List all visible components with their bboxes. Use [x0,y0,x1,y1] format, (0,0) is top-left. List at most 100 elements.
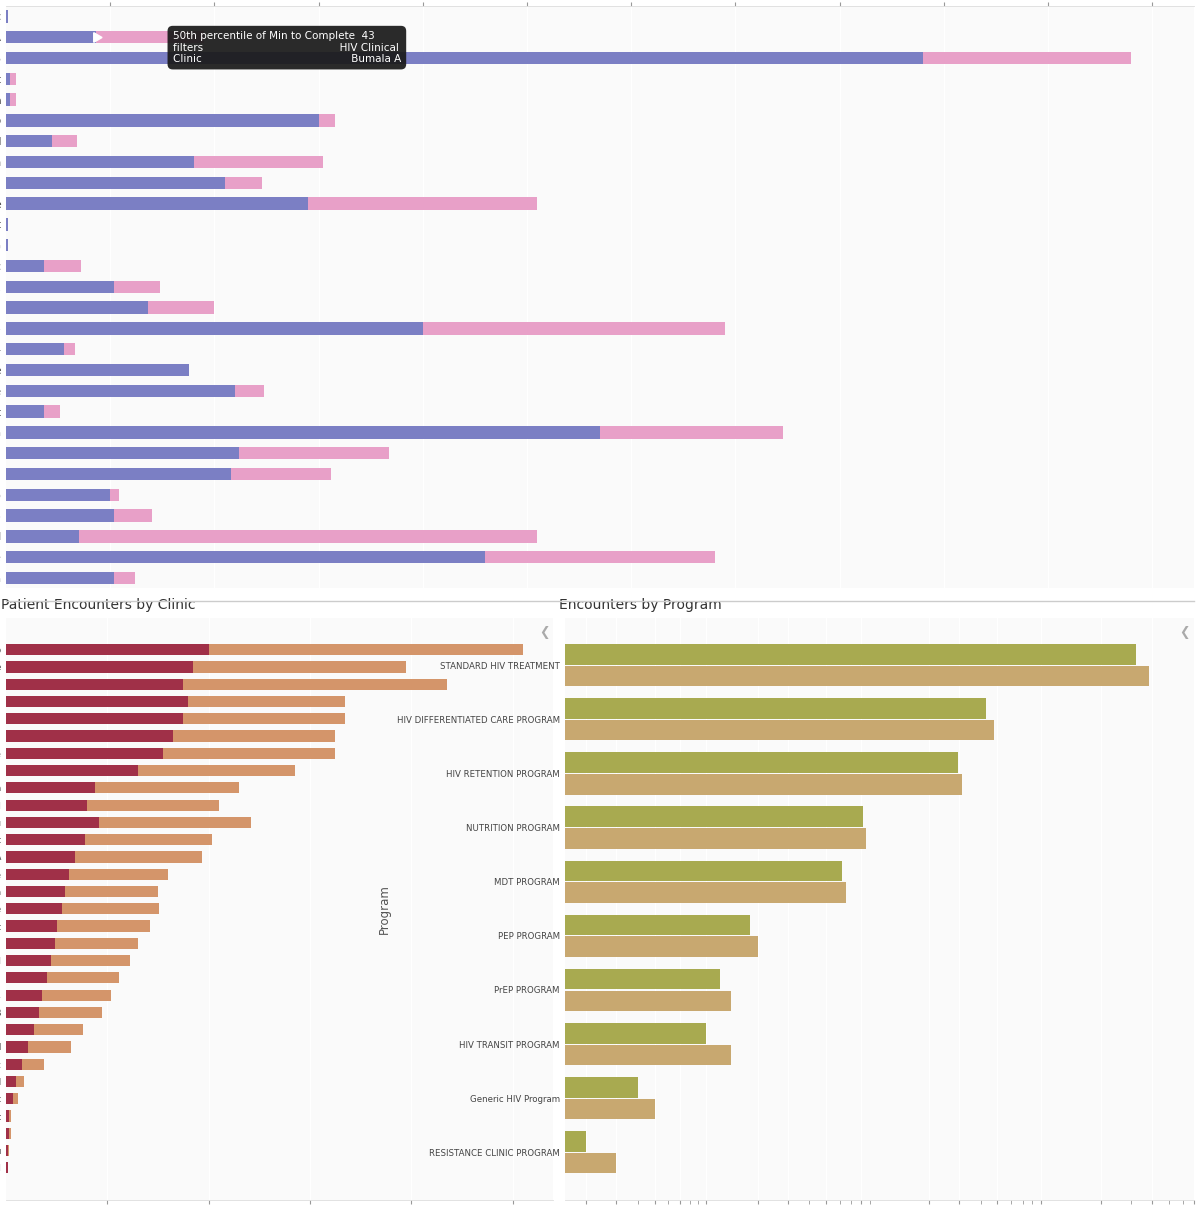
Bar [6,1024,35,1035]
Bar [6,886,65,897]
Bar [6,531,79,543]
Bar [6,851,74,862]
Bar [6,696,188,707]
Bar [0,720,995,740]
Bar [0,968,720,989]
Bar [6,731,173,742]
Bar [422,322,725,335]
Bar [6,135,52,147]
Bar [6,405,43,417]
Bar [6,679,184,690]
Bar [42,990,112,1001]
Bar [74,851,202,862]
Bar [6,239,8,252]
Bar [65,343,74,356]
Bar [0,774,962,795]
Bar [6,115,319,127]
Bar [0,883,846,903]
Bar [6,572,114,584]
Bar [0,753,958,773]
Bar [40,1007,102,1018]
Bar [6,835,85,845]
Bar [188,696,346,707]
Bar [6,1093,13,1105]
Bar [240,447,390,459]
Bar [6,1041,29,1053]
Bar [0,936,757,956]
Bar [6,509,114,522]
Y-axis label: Program: Program [378,884,391,933]
Bar [6,176,224,189]
Bar [65,886,158,897]
Bar [6,800,88,810]
Bar [114,281,161,293]
Bar [308,198,538,210]
Bar [0,1023,706,1043]
Bar [6,1059,23,1070]
Bar [68,868,168,880]
Bar [600,426,784,439]
Bar [184,679,446,690]
Bar [138,765,295,777]
Bar [193,661,406,673]
Bar [6,551,485,563]
Bar [0,1131,587,1152]
Text: ❮: ❮ [1180,626,1190,639]
Bar [6,1111,10,1122]
Bar [235,385,264,397]
Bar [6,385,235,397]
Bar [6,748,163,759]
Bar [6,1076,16,1087]
Bar [193,156,323,169]
Bar [0,990,731,1011]
Text: ❮: ❮ [540,626,550,639]
Bar [163,748,335,759]
Text: 50th percentile of Min to Complete  43
filters                                  : 50th percentile of Min to Complete 43 fi… [173,31,401,64]
Bar [61,903,158,914]
Bar [148,302,215,314]
Bar [319,115,335,127]
Bar [114,509,152,522]
Bar [6,1163,8,1173]
Bar [79,531,538,543]
Bar [6,343,65,356]
Bar [0,1044,731,1065]
Bar [6,920,56,932]
Bar [0,666,1148,686]
Bar [6,447,240,459]
Bar [88,800,218,810]
Bar [0,807,863,827]
Bar [85,835,211,845]
Bar [50,955,130,966]
Text: Patient Encounters by Clinic: Patient Encounters by Clinic [0,598,196,613]
Bar [10,93,17,106]
Bar [10,1111,11,1122]
Bar [100,816,251,829]
Bar [209,644,523,655]
Bar [6,1007,40,1018]
Bar [6,765,138,777]
Bar [23,1059,44,1070]
Bar [6,783,95,794]
Bar [0,861,842,882]
Bar [6,322,422,335]
Bar [110,488,119,500]
Bar [6,93,10,106]
Bar [485,551,715,563]
Bar [6,644,209,655]
Bar [6,488,110,500]
Bar [10,72,17,86]
Bar [43,405,60,417]
Bar [6,426,600,439]
Bar [6,938,55,949]
Bar [6,156,193,169]
Bar [6,468,232,480]
Bar [96,31,204,43]
Bar [6,903,61,914]
Bar [6,31,96,43]
Bar [55,938,138,949]
Bar [232,468,331,480]
Bar [6,713,184,725]
Bar [0,1077,638,1097]
Bar [16,1076,24,1087]
